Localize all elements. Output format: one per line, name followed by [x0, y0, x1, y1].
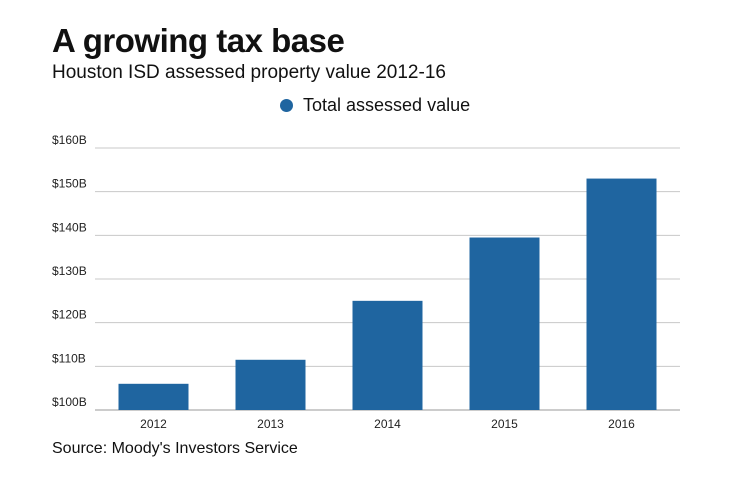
- x-tick-label: 2016: [608, 417, 635, 431]
- x-tick-label: 2012: [140, 417, 167, 431]
- bar-2015: [469, 237, 540, 410]
- bar-2016: [586, 178, 657, 410]
- legend-label: Total assessed value: [303, 95, 471, 115]
- chart-subtitle: Houston ISD assessed property value 2012…: [52, 62, 446, 83]
- legend: Total assessed value: [280, 95, 470, 116]
- y-tick-label: $150B: [52, 177, 87, 191]
- source-note: Source: Moody's Investors Service: [52, 440, 298, 457]
- bar-2012: [118, 383, 189, 410]
- x-tick-label: 2014: [374, 417, 401, 431]
- x-tick-label: 2013: [257, 417, 284, 431]
- legend-marker: [280, 99, 293, 112]
- x-tick-label: 2015: [491, 417, 518, 431]
- y-tick-label: $120B: [52, 308, 87, 322]
- y-tick-label: $130B: [52, 264, 87, 278]
- bar-2014: [352, 300, 423, 410]
- y-tick-label: $140B: [52, 220, 87, 234]
- bar-2013: [235, 359, 306, 410]
- y-tick-label: $160B: [52, 133, 87, 147]
- chart-title: A growing tax base: [52, 22, 345, 59]
- y-tick-label: $110B: [52, 351, 86, 365]
- y-tick-label: $100B: [52, 395, 87, 409]
